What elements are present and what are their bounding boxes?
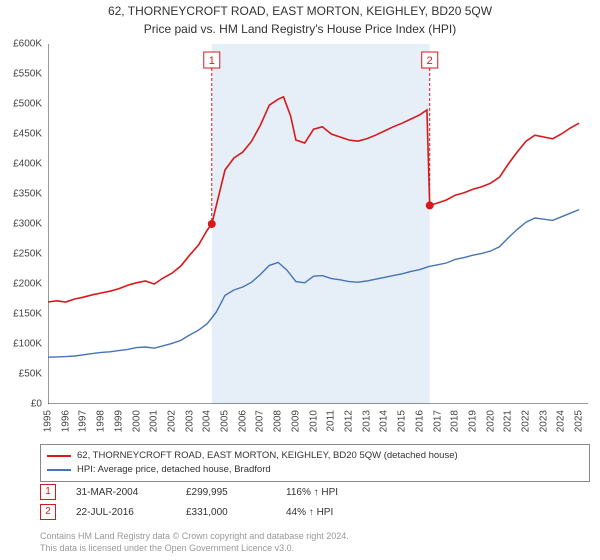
x-tick-label: 2002 xyxy=(166,410,177,432)
x-tick-label: 2010 xyxy=(308,410,319,432)
transaction-row: 2 22-JUL-2016 £331,000 44% ↑ HPI xyxy=(40,504,590,520)
x-tick-label: 1996 xyxy=(60,410,71,432)
y-axis-labels: £0£50K£100K£150K£200K£250K£300K£350K£400… xyxy=(0,44,44,404)
legend-item: HPI: Average price, detached house, Brad… xyxy=(47,463,583,477)
plot-svg: 12 xyxy=(48,44,588,404)
x-tick-label: 2024 xyxy=(556,410,567,432)
x-tick-label: 2015 xyxy=(397,410,408,432)
transaction-marker-box: 2 xyxy=(40,504,56,520)
legend-label: HPI: Average price, detached house, Brad… xyxy=(77,463,271,477)
x-tick-label: 2005 xyxy=(220,410,231,432)
x-axis-labels: 1995199619971998199920002001200220032004… xyxy=(48,406,588,442)
footer-line1: Contains HM Land Registry data © Crown c… xyxy=(40,530,590,542)
footer-line2: This data is licensed under the Open Gov… xyxy=(40,542,590,554)
x-tick-label: 2025 xyxy=(574,410,585,432)
x-tick-label: 2014 xyxy=(379,410,390,432)
x-tick-label: 2017 xyxy=(432,410,443,432)
plot-area: 12 xyxy=(48,44,588,404)
x-tick-label: 2009 xyxy=(290,410,301,432)
y-tick-label: £550K xyxy=(13,69,42,80)
legend-box: 62, THORNEYCROFT ROAD, EAST MORTON, KEIG… xyxy=(40,444,590,482)
y-tick-label: £350K xyxy=(13,189,42,200)
x-tick-label: 2018 xyxy=(450,410,461,432)
legend-label: 62, THORNEYCROFT ROAD, EAST MORTON, KEIG… xyxy=(77,449,458,463)
x-tick-label: 1995 xyxy=(43,410,54,432)
x-tick-label: 2007 xyxy=(255,410,266,432)
transaction-list: 1 31-MAR-2004 £299,995 116% ↑ HPI 2 22-JUL-20… xyxy=(40,484,590,524)
svg-text:2: 2 xyxy=(427,55,433,67)
transaction-price: £299,995 xyxy=(186,487,266,498)
chart-container: 62, THORNEYCROFT ROAD, EAST MORTON, KEIG… xyxy=(0,0,600,560)
transaction-date: 31-MAR-2004 xyxy=(76,487,166,498)
transaction-marker-box: 1 xyxy=(40,484,56,500)
transaction-hpi: 116% ↑ HPI xyxy=(286,487,376,498)
y-tick-label: £500K xyxy=(13,99,42,110)
x-tick-label: 2022 xyxy=(521,410,532,432)
x-tick-label: 2001 xyxy=(149,410,160,432)
y-tick-label: £400K xyxy=(13,159,42,170)
x-tick-label: 2011 xyxy=(326,410,337,432)
x-tick-label: 2021 xyxy=(503,410,514,432)
x-tick-label: 2013 xyxy=(361,410,372,432)
y-tick-label: £150K xyxy=(13,309,42,320)
y-tick-label: £450K xyxy=(13,129,42,140)
x-tick-label: 2020 xyxy=(485,410,496,432)
x-tick-label: 1997 xyxy=(78,410,89,432)
y-tick-label: £200K xyxy=(13,279,42,290)
y-tick-label: £100K xyxy=(13,339,42,350)
x-tick-label: 1999 xyxy=(113,410,124,432)
footer-attribution: Contains HM Land Registry data © Crown c… xyxy=(40,530,590,554)
x-tick-label: 2019 xyxy=(467,410,478,432)
transaction-row: 1 31-MAR-2004 £299,995 116% ↑ HPI xyxy=(40,484,590,500)
legend-item: 62, THORNEYCROFT ROAD, EAST MORTON, KEIG… xyxy=(47,449,583,463)
legend-swatch xyxy=(47,469,71,471)
x-tick-label: 2023 xyxy=(538,410,549,432)
x-tick-label: 2016 xyxy=(414,410,425,432)
x-tick-label: 2012 xyxy=(343,410,354,432)
x-tick-label: 2006 xyxy=(237,410,248,432)
y-tick-label: £50K xyxy=(19,369,42,380)
transaction-date: 22-JUL-2016 xyxy=(76,507,166,518)
y-tick-label: £300K xyxy=(13,219,42,230)
transaction-hpi: 44% ↑ HPI xyxy=(286,507,376,518)
x-tick-label: 2004 xyxy=(202,410,213,432)
x-tick-label: 2003 xyxy=(184,410,195,432)
legend-swatch xyxy=(47,455,71,457)
chart-title-line1: 62, THORNEYCROFT ROAD, EAST MORTON, KEIG… xyxy=(0,4,600,18)
y-tick-label: £250K xyxy=(13,249,42,260)
y-tick-label: £0 xyxy=(31,399,42,410)
x-tick-label: 1998 xyxy=(96,410,107,432)
transaction-price: £331,000 xyxy=(186,507,266,518)
chart-title-line2: Price paid vs. HM Land Registry's House … xyxy=(0,22,600,36)
svg-text:1: 1 xyxy=(209,55,215,67)
y-tick-label: £600K xyxy=(13,39,42,50)
x-tick-label: 2000 xyxy=(131,410,142,432)
x-tick-label: 2008 xyxy=(273,410,284,432)
